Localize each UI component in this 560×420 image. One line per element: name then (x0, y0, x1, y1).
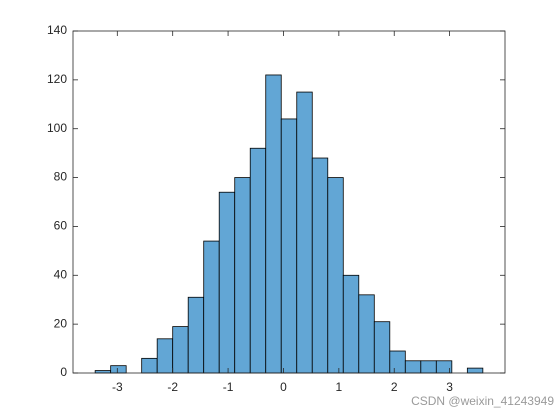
bar (265, 74, 282, 374)
x-tick-label: 2 (391, 380, 398, 394)
y-tick-label: 20 (54, 316, 68, 330)
bar (110, 365, 127, 374)
bar (234, 177, 251, 374)
y-tick-label: 60 (54, 219, 68, 233)
x-tick-label: 1 (336, 380, 343, 394)
x-tick-label: -3 (112, 380, 123, 394)
y-tick-label: 80 (54, 170, 68, 184)
bar (218, 191, 236, 374)
y-tick-label: 120 (47, 72, 67, 86)
y-tick-label: 40 (54, 267, 68, 281)
bar (141, 357, 158, 374)
bar (389, 350, 406, 374)
watermark: CSDN @weixin_41243949 (411, 394, 554, 408)
x-tick-label: -1 (223, 380, 234, 394)
bar (249, 147, 267, 374)
bar (420, 360, 437, 374)
x-tick-label: 0 (280, 380, 287, 394)
bar (342, 274, 360, 374)
x-tick-label: 3 (446, 380, 453, 394)
bar (358, 294, 375, 374)
y-tick-label: 0 (60, 365, 67, 379)
y-tick-label: 140 (47, 23, 67, 37)
bar (203, 240, 220, 374)
bar (404, 360, 422, 374)
bar (280, 118, 298, 374)
bar (311, 157, 329, 374)
bar (327, 177, 344, 374)
bar (296, 91, 313, 374)
bar (373, 321, 391, 374)
bar (156, 338, 174, 374)
bar (187, 296, 205, 374)
bar (466, 367, 484, 374)
axes-box (72, 30, 506, 374)
bar (172, 326, 189, 374)
x-tick-label: -2 (167, 380, 178, 394)
y-tick-label: 100 (47, 121, 67, 135)
